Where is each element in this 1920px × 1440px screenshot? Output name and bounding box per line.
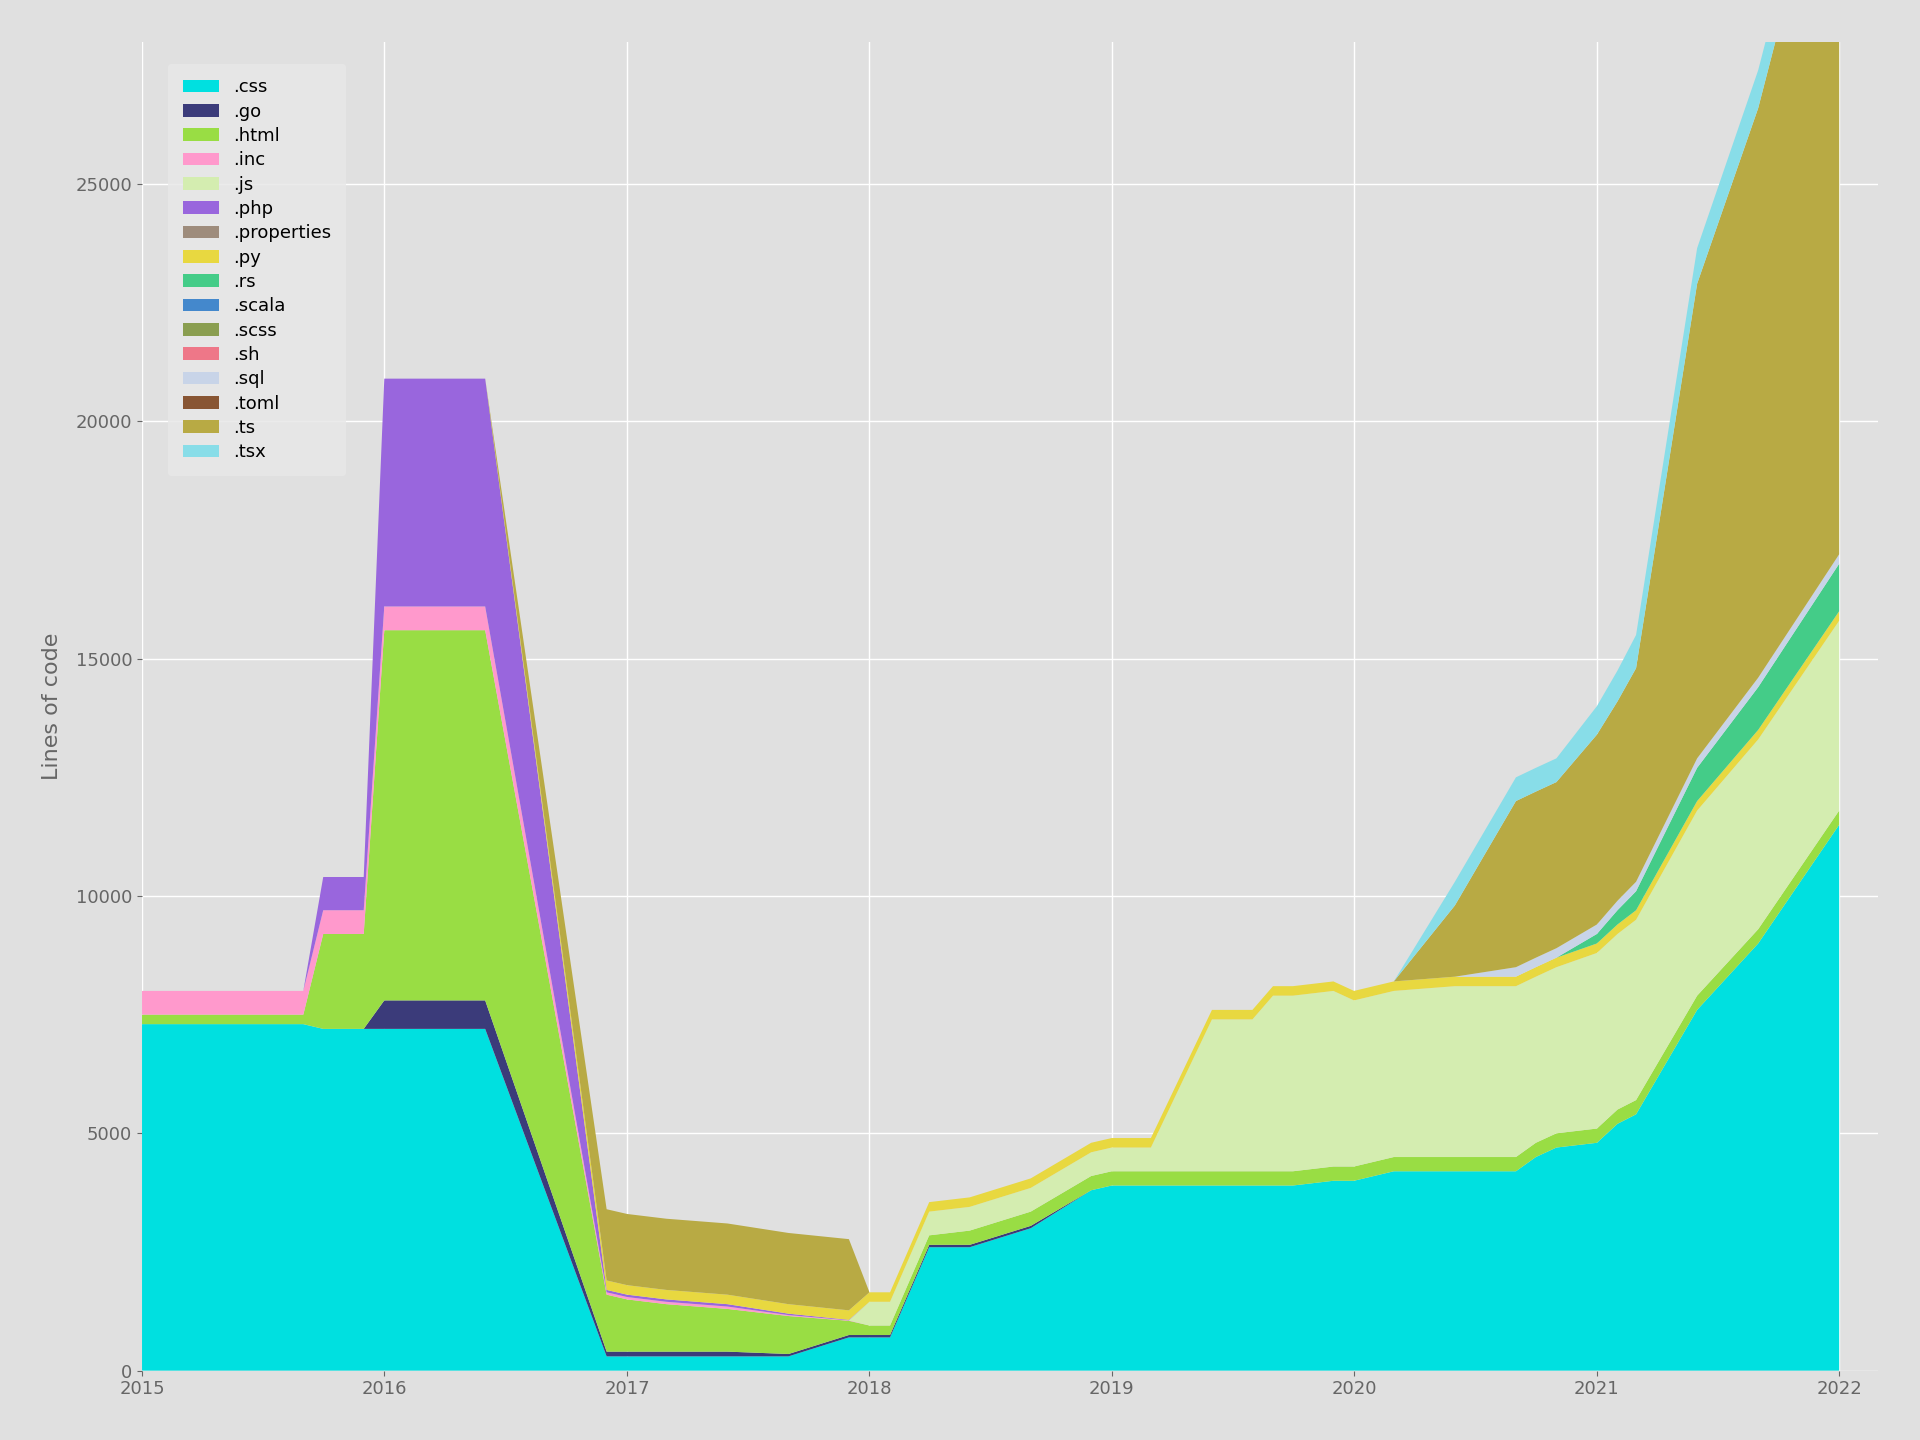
Legend: .css, .go, .html, .inc, .js, .php, .properties, .py, .rs, .scala, .scss, .sh, .s: .css, .go, .html, .inc, .js, .php, .prop…: [169, 63, 346, 475]
Y-axis label: Lines of code: Lines of code: [42, 632, 61, 780]
